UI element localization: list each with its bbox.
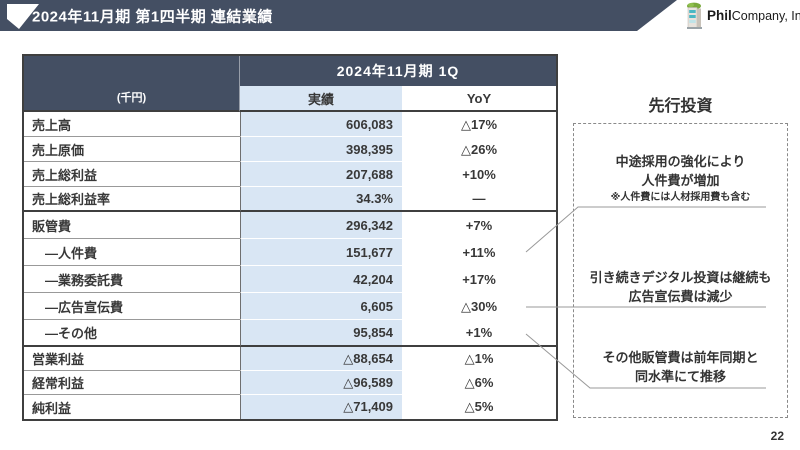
yoy-value: △6% xyxy=(464,375,494,390)
actual-value: 95,854 xyxy=(240,320,402,347)
company-logo: PhilCompany, Inc xyxy=(684,2,800,29)
actual-value: 398,395 xyxy=(240,137,402,162)
yoy-value: △26% xyxy=(460,141,498,157)
side-panel-title: 先行投資 xyxy=(648,98,713,115)
period-header: 2024年11月期 1Q xyxy=(240,56,556,86)
actual-value: 34.3% xyxy=(240,187,402,212)
actual-value: 151,677 xyxy=(240,239,402,266)
note-line: 同水準にて推移 xyxy=(634,369,726,384)
yoy-value: +10% xyxy=(462,167,496,182)
yoy-value: △30% xyxy=(460,298,498,314)
actual-value: △88,654 xyxy=(240,347,402,371)
yoy-value: +1% xyxy=(402,320,556,347)
row-label: 売上原価 xyxy=(24,137,240,162)
annotation-note: 中途採用の強化により 人件費が増加 ※人件費には人材採用費も含む xyxy=(573,152,788,204)
column-header-actual: 実績 xyxy=(240,86,402,112)
actual-value: 606,083 xyxy=(240,112,402,137)
row-label: 販管費 xyxy=(24,212,240,239)
actual-value: 296,342 xyxy=(240,212,402,239)
row-label: ―その他 xyxy=(24,320,240,347)
brand-rest: Company, Inc xyxy=(731,9,800,23)
yoy-value: — xyxy=(402,187,556,212)
actual-value: △96,589 xyxy=(240,371,402,395)
yoy-value: △17% xyxy=(460,116,498,132)
building-icon xyxy=(687,2,702,29)
yoy-value: +7% xyxy=(465,218,493,233)
row-label: 売上高 xyxy=(24,112,240,137)
actual-value: 6,605 xyxy=(240,293,402,320)
note-line: 引き続きデジタル投資は継続も xyxy=(589,270,772,285)
row-label: 経常利益 xyxy=(24,371,240,395)
annotation-note: その他販管費は前年同期と 同水準にて推移 xyxy=(573,348,788,386)
note-line: 人件費が増加 xyxy=(641,173,720,188)
column-header-yoy: YoY xyxy=(402,86,556,112)
page-title: 2024年11月期 第1四半期 連結業績 xyxy=(32,8,273,25)
row-label: 売上総利益率 xyxy=(24,187,240,212)
note-footnote: ※人件費には人材採用費も含む xyxy=(610,192,751,203)
brand-text: PhilCompany, Inc xyxy=(707,8,800,23)
note-line: 中途採用の強化により xyxy=(615,154,746,169)
note-line: 広告宣伝費は減少 xyxy=(628,289,733,304)
yoy-value: +17% xyxy=(462,272,496,287)
unit-label: (千円) xyxy=(24,56,240,112)
annotation-note: 引き続きデジタル投資は継続も 広告宣伝費は減少 xyxy=(573,268,788,306)
row-label: ―広告宣伝費 xyxy=(24,293,240,320)
actual-value: 207,688 xyxy=(240,162,402,187)
actual-value: 42,204 xyxy=(240,266,402,293)
row-label: 純利益 xyxy=(32,400,72,416)
yoy-value: △1% xyxy=(464,351,494,366)
brand-bold: Phil xyxy=(707,8,732,23)
row-label: 売上総利益 xyxy=(24,162,240,187)
yoy-value: △5% xyxy=(464,399,494,414)
row-label: 営業利益 xyxy=(24,347,240,371)
yoy-value: +11% xyxy=(462,245,496,260)
row-label: ―業務委託費 xyxy=(24,266,240,293)
page-number: 22 xyxy=(770,429,784,443)
results-table: (千円) 2024年11月期 1Q 実績 YoY 売上高 606,083 △17% 売… xyxy=(22,54,558,421)
corner-flag-icon xyxy=(7,4,39,29)
row-label: ―人件費 xyxy=(24,239,240,266)
actual-value: △71,409 xyxy=(240,395,402,419)
note-line: その他販管費は前年同期と xyxy=(602,350,759,365)
title-bar: 2024年11月期 第1四半期 連結業績 PhilCompany, Inc xyxy=(0,0,800,31)
